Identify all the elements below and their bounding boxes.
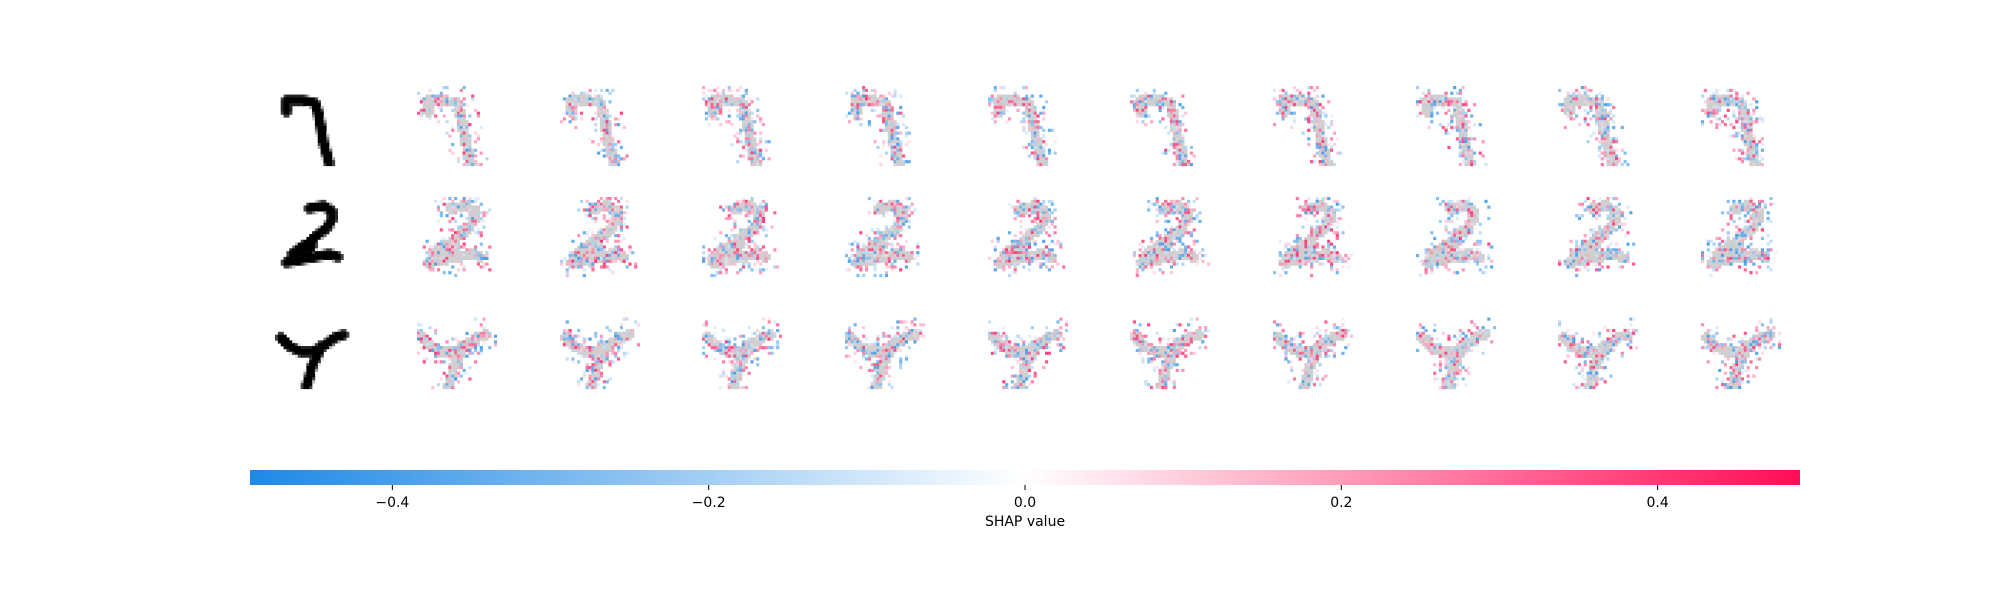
shap-heatmap bbox=[702, 197, 780, 278]
shap-heatmap bbox=[1558, 317, 1639, 390]
input-digit-image bbox=[275, 328, 350, 390]
shap-heatmap bbox=[1701, 197, 1779, 278]
shap-heatmap bbox=[417, 86, 489, 167]
shap-heatmap bbox=[560, 88, 629, 167]
shap-heatmap bbox=[1416, 86, 1488, 167]
shap-heatmap bbox=[845, 86, 911, 167]
shap-heatmap bbox=[845, 317, 926, 390]
input-digit-image bbox=[280, 94, 336, 167]
colorbar-gradient bbox=[250, 470, 1800, 485]
colorbar-tick-label: 0.0 bbox=[1014, 495, 1036, 511]
shap-heatmap bbox=[422, 197, 492, 278]
shap-heatmap bbox=[988, 317, 1069, 390]
shap-heatmap bbox=[1130, 88, 1196, 167]
shap-heatmap bbox=[417, 317, 498, 390]
shap-heatmap bbox=[1701, 88, 1764, 167]
colorbar-label: SHAP value bbox=[985, 514, 1065, 530]
shap-heatmap bbox=[702, 86, 771, 167]
image-row bbox=[275, 317, 1782, 390]
shap-heatmap bbox=[560, 197, 638, 278]
shap-heatmap bbox=[1132, 197, 1211, 278]
image-grid bbox=[275, 86, 1782, 390]
shap-heatmap bbox=[1558, 197, 1636, 278]
shap-heatmap bbox=[988, 86, 1057, 167]
input-digit-image bbox=[280, 199, 344, 269]
colorbar-tick-label: 0.2 bbox=[1330, 495, 1352, 511]
shap-heatmap bbox=[560, 317, 641, 390]
shap-heatmap bbox=[1558, 86, 1630, 167]
shap-heatmap bbox=[702, 317, 783, 390]
shap-heatmap bbox=[1416, 317, 1497, 390]
shap-heatmap bbox=[1273, 317, 1354, 390]
shap-heatmap bbox=[1130, 317, 1211, 390]
image-row bbox=[280, 197, 1779, 278]
shap-heatmap bbox=[988, 197, 1066, 278]
shap-heatmap bbox=[1416, 197, 1494, 278]
colorbar-tick-label: −0.4 bbox=[375, 495, 409, 511]
shap-heatmap bbox=[1273, 86, 1342, 167]
shap-heatmap bbox=[845, 197, 920, 278]
shap-heatmap bbox=[1273, 197, 1354, 278]
shap-heatmap bbox=[1701, 317, 1782, 390]
colorbar-tick-label: 0.4 bbox=[1647, 495, 1669, 511]
colorbar-ticks: −0.4 −0.2 0.0 0.2 0.4 bbox=[375, 485, 1669, 511]
image-row bbox=[280, 86, 1764, 167]
colorbar: −0.4 −0.2 0.0 0.2 0.4 SHAP value bbox=[250, 470, 1800, 530]
colorbar-tick-label: −0.2 bbox=[692, 495, 726, 511]
